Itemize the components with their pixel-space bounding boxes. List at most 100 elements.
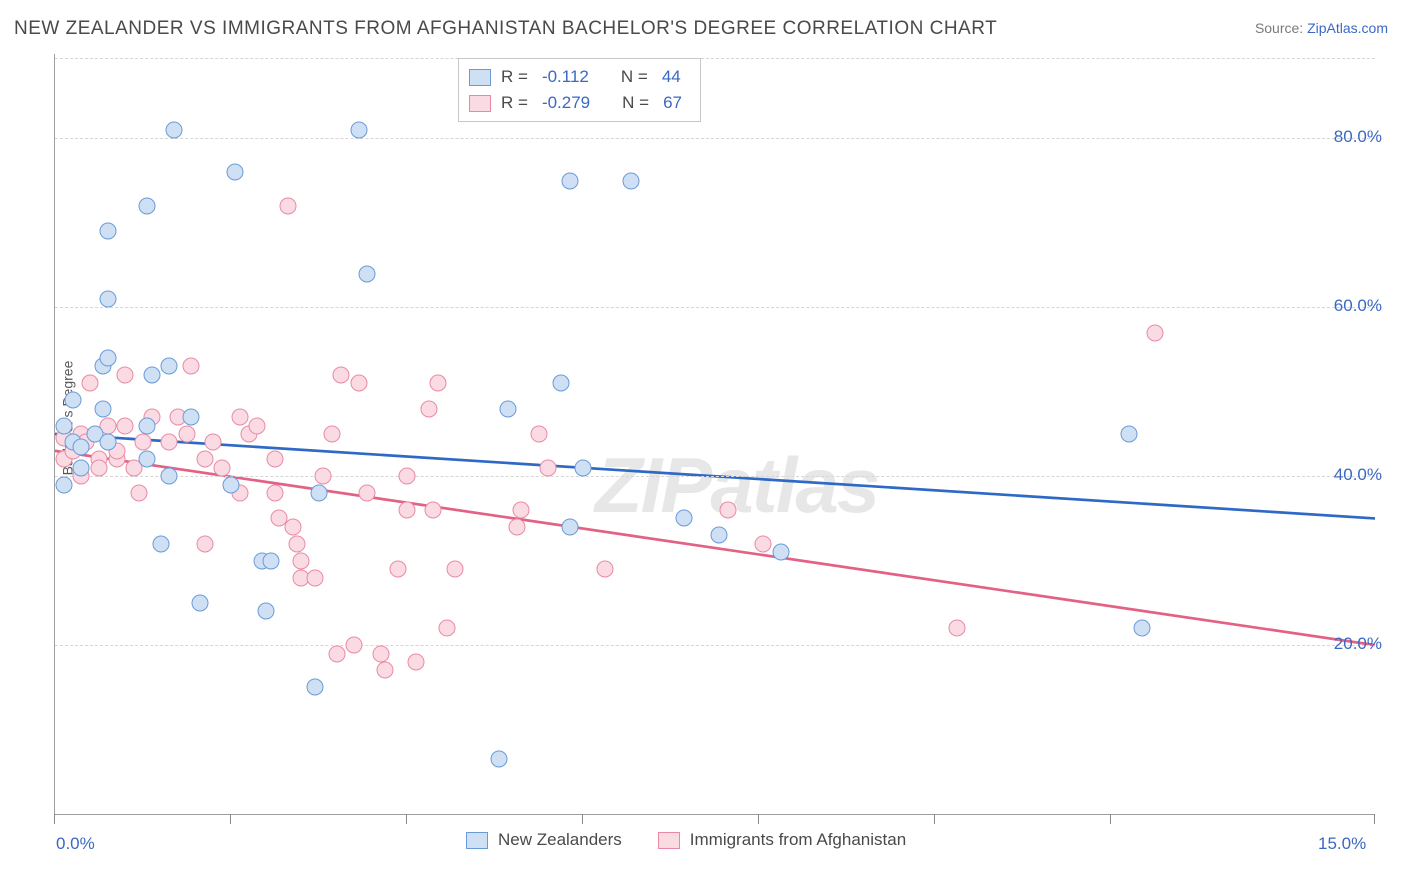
data-point-af [539,459,556,476]
data-point-af [359,485,376,502]
data-point-af [407,654,424,671]
data-point-nz [227,164,244,181]
x-tick-mark [582,814,583,824]
data-point-nz [161,468,178,485]
data-point-af [293,552,310,569]
data-point-af [306,569,323,586]
data-point-af [425,502,442,519]
x-tick-mark [406,814,407,824]
data-point-nz [55,476,72,493]
data-point-nz [350,122,367,139]
data-point-af [130,485,147,502]
data-point-nz [152,535,169,552]
data-point-af [949,620,966,637]
data-point-nz [711,527,728,544]
data-point-nz [143,366,160,383]
data-point-nz [1133,620,1150,637]
data-point-af [350,375,367,392]
data-point-nz [491,751,508,768]
data-point-nz [139,198,156,215]
data-point-af [231,409,248,426]
data-point-nz [561,518,578,535]
data-point-af [421,400,438,417]
data-point-nz [500,400,517,417]
x-tick-mark [1374,814,1375,824]
data-point-af [267,485,284,502]
correlation-legend: R =-0.112N =44R =-0.279N =67 [458,58,701,122]
data-point-af [196,535,213,552]
data-point-nz [73,459,90,476]
data-point-nz [73,438,90,455]
data-point-af [135,434,152,451]
series-legend: New ZealandersImmigrants from Afghanista… [440,830,906,850]
legend-n-label: N = [621,67,648,87]
regression-line-af [55,451,1375,645]
data-point-af [82,375,99,392]
data-point-af [438,620,455,637]
data-point-af [1147,324,1164,341]
data-point-nz [165,122,182,139]
data-point-af [531,426,548,443]
data-point-af [249,417,266,434]
legend-swatch [466,832,488,849]
data-point-nz [359,265,376,282]
source-prefix: Source: [1255,20,1307,36]
x-tick-mark [758,814,759,824]
data-point-nz [553,375,570,392]
legend-r-value: -0.112 [538,67,593,87]
data-point-af [196,451,213,468]
data-point-af [377,662,394,679]
data-point-nz [311,485,328,502]
data-point-af [267,451,284,468]
data-point-nz [99,350,116,367]
gridline [55,138,1375,139]
x-tick-mark [54,814,55,824]
y-tick-label: 20.0% [1334,634,1382,654]
x-tick-mark [1110,814,1111,824]
data-point-nz [561,172,578,189]
data-point-af [117,417,134,434]
data-point-nz [223,476,240,493]
x-tick-label: 0.0% [56,834,95,854]
data-point-nz [64,392,81,409]
x-tick-label: 15.0% [1318,834,1366,854]
data-point-af [179,426,196,443]
legend-r-label: R = [501,93,528,113]
data-point-nz [99,434,116,451]
data-point-nz [192,594,209,611]
legend-series-label: New Zealanders [498,830,622,850]
data-point-af [447,561,464,578]
data-point-af [280,198,297,215]
data-point-nz [161,358,178,375]
data-point-nz [773,544,790,561]
legend-swatch [658,832,680,849]
data-point-af [509,518,526,535]
gridline [55,58,1375,59]
data-point-nz [139,417,156,434]
data-point-nz [575,459,592,476]
data-point-af [399,502,416,519]
legend-row-nz: R = -0.112 N = 44 [469,64,686,90]
data-point-af [372,645,389,662]
data-point-af [315,468,332,485]
legend-r-label: R = [501,67,528,87]
x-tick-mark [230,814,231,824]
data-point-nz [258,603,275,620]
data-point-nz [623,172,640,189]
data-point-af [429,375,446,392]
y-tick-label: 80.0% [1334,127,1382,147]
x-tick-mark [934,814,935,824]
y-tick-label: 60.0% [1334,296,1382,316]
source-link[interactable]: ZipAtlas.com [1307,20,1388,36]
legend-n-value: 44 [658,67,685,87]
data-point-af [513,502,530,519]
data-point-af [720,502,737,519]
source-attribution: Source: ZipAtlas.com [1255,20,1388,36]
gridline [55,645,1375,646]
gridline [55,307,1375,308]
data-point-nz [139,451,156,468]
data-point-af [289,535,306,552]
data-point-nz [1120,426,1137,443]
gridline [55,476,1375,477]
data-point-nz [99,290,116,307]
